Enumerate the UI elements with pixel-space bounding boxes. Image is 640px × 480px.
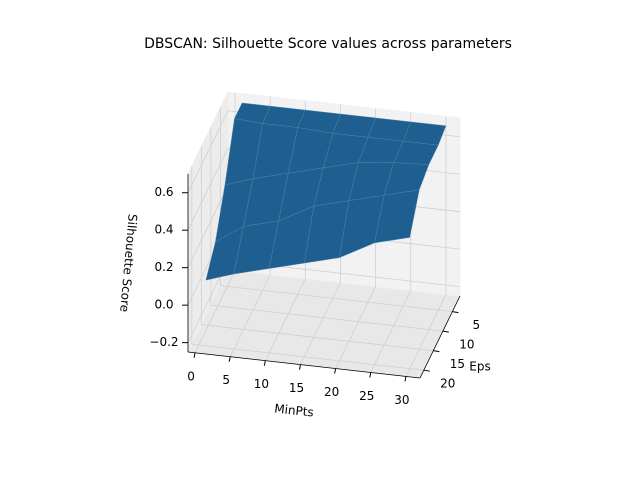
x-tick-label: 5 <box>222 373 230 387</box>
x-tick-label: 20 <box>324 385 339 399</box>
y-tick-label: 20 <box>440 377 455 391</box>
chart-title: DBSCAN: Silhouette Score values across p… <box>144 36 512 52</box>
grid-line <box>335 286 376 369</box>
x-tick-label: 0 <box>187 369 195 383</box>
grid-line <box>220 285 453 313</box>
grid-line <box>210 304 443 332</box>
y-tick <box>442 330 449 333</box>
x-tick <box>369 372 372 378</box>
y-tick <box>452 311 459 314</box>
x-tick <box>228 356 231 362</box>
grid-line <box>300 282 341 365</box>
x-tick <box>404 376 407 382</box>
z-tick-label: −0.2 <box>149 335 178 349</box>
y-axis-label: Eps <box>469 360 490 374</box>
x-tick <box>263 360 266 366</box>
x-tick-label: 30 <box>394 393 409 407</box>
z-tick-label: 0.2 <box>154 260 173 274</box>
grid-line <box>187 148 229 231</box>
x-tick-label: 25 <box>359 389 374 403</box>
axis-line <box>419 295 461 379</box>
y-tick-label: 15 <box>450 357 465 371</box>
surface-patch <box>402 121 447 146</box>
z-axis-label: Silhouette Score <box>117 213 140 312</box>
grid-line <box>405 294 447 377</box>
grid-line <box>229 274 271 357</box>
grid-line <box>187 185 229 268</box>
x-tick <box>298 364 301 370</box>
grid-line <box>191 343 424 371</box>
y-tick-label: 10 <box>459 338 474 352</box>
axis-line <box>187 351 421 379</box>
grid-line <box>194 270 236 353</box>
y-tick <box>433 350 440 353</box>
z-tick-label: 0.6 <box>154 185 173 199</box>
grid-line <box>201 324 434 352</box>
y-tick <box>423 369 430 372</box>
x-tick-label: 10 <box>254 377 269 391</box>
grid-line <box>370 290 412 373</box>
z-tick-label: 0.4 <box>154 223 173 237</box>
grid-line <box>264 278 306 361</box>
x-tick-label: 15 <box>289 381 304 395</box>
surface-patch <box>374 189 420 244</box>
x-tick <box>334 368 337 374</box>
grid-line <box>187 110 229 193</box>
z-tick-label: 0.0 <box>154 298 173 312</box>
x-tick <box>193 352 196 358</box>
x-axis-label: MinPts <box>274 401 315 419</box>
y-tick-label: 5 <box>473 318 481 332</box>
